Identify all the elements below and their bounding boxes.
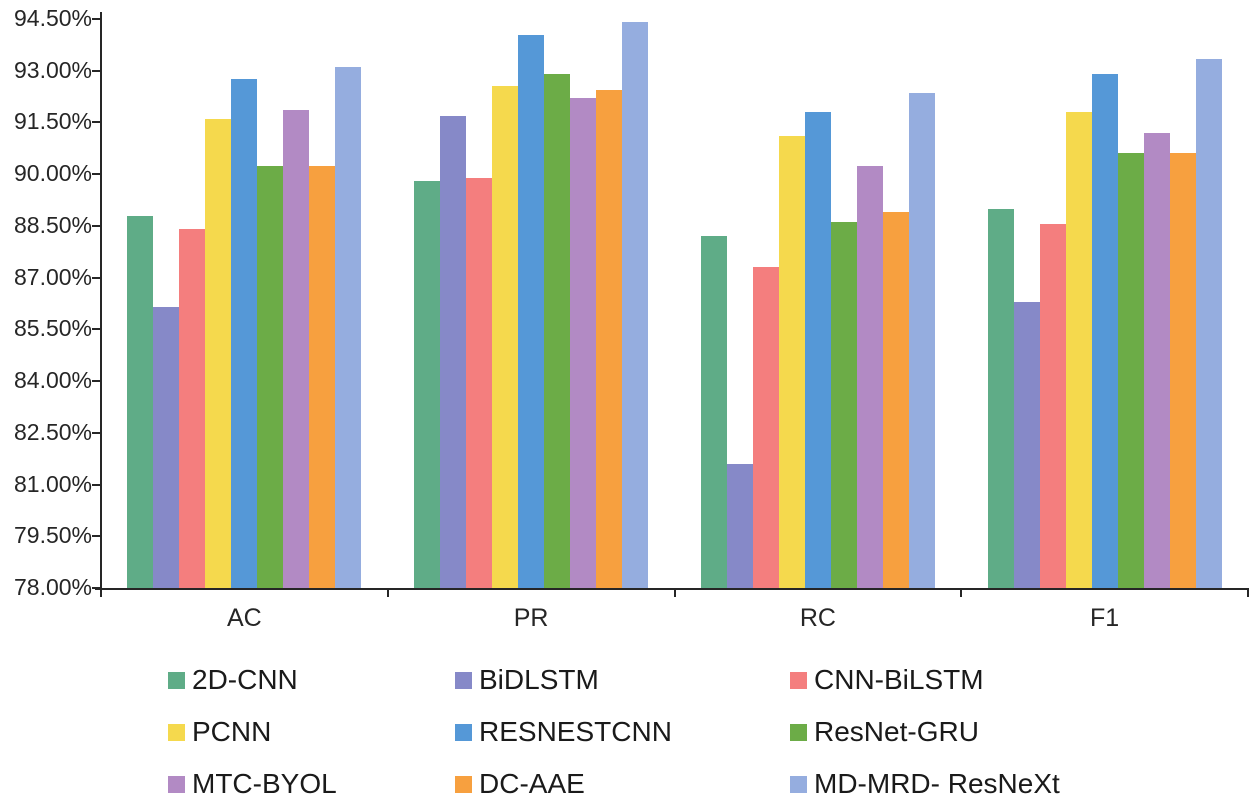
x-boundary-tick bbox=[673, 588, 676, 597]
bar-2D-CNN-AC bbox=[127, 215, 154, 588]
legend-item-2D-CNN: 2D-CNN bbox=[168, 663, 298, 697]
legend-label: RESNESTCNN bbox=[479, 716, 672, 747]
y-tick bbox=[92, 535, 101, 538]
y-tick-label: 94.50% bbox=[13, 5, 92, 31]
legend-label: BiDLSTM bbox=[479, 664, 599, 695]
y-tick-label: 91.50% bbox=[13, 108, 92, 135]
y-axis-line bbox=[100, 12, 102, 590]
legend-item-CNN-BiLSTM: CNN-BiLSTM bbox=[790, 663, 984, 697]
x-category-label: PR bbox=[513, 604, 549, 632]
bar-BiDLSTM-RC bbox=[726, 463, 753, 588]
x-boundary-tick bbox=[386, 588, 389, 597]
bar-PCNN-F1 bbox=[1065, 112, 1092, 588]
legend-swatch-icon bbox=[790, 723, 807, 741]
legend-item-BiDLSTM: BiDLSTM bbox=[455, 663, 599, 697]
x-boundary-tick bbox=[960, 588, 963, 597]
bar-MTC-BYOL-RC bbox=[856, 165, 883, 588]
bar-CNN-BiLSTM-F1 bbox=[1039, 224, 1066, 588]
y-tick-label: 79.50% bbox=[13, 522, 92, 549]
y-tick bbox=[92, 483, 101, 486]
bar-BiDLSTM-PR bbox=[440, 115, 467, 588]
legend-swatch-icon bbox=[168, 723, 185, 741]
y-tick-label: 90.00% bbox=[13, 160, 92, 187]
x-category-label: F1 bbox=[1090, 604, 1120, 632]
legend-item-PCNN: PCNN bbox=[168, 715, 271, 749]
legend-swatch-icon bbox=[168, 775, 185, 793]
y-tick-label: 81.00% bbox=[13, 470, 92, 497]
legend-item-MD-MRD-ResNeXt: MD-MRD- ResNeXt bbox=[790, 767, 1060, 801]
y-tick-label: 82.50% bbox=[13, 418, 92, 445]
bar-MD-MRD-ResNeXt-AC bbox=[335, 67, 362, 588]
legend-item-MTC-BYOL: MTC-BYOL bbox=[168, 767, 337, 801]
bar-MTC-BYOL-PR bbox=[570, 98, 597, 588]
bar-PCNN-RC bbox=[778, 136, 805, 588]
bar-MTC-BYOL-AC bbox=[283, 110, 310, 588]
y-tick bbox=[92, 276, 101, 279]
bar-MTC-BYOL-F1 bbox=[1143, 132, 1170, 588]
bar-RESNESTCNN-PR bbox=[518, 34, 545, 588]
bar-DC-AAE-RC bbox=[882, 212, 909, 588]
legend-label: MD-MRD- ResNeXt bbox=[814, 768, 1060, 799]
x-category-label: AC bbox=[227, 604, 262, 632]
y-tick-label: 85.50% bbox=[13, 315, 92, 342]
bar-MD-MRD-ResNeXt-RC bbox=[908, 93, 935, 588]
legend-item-DC-AAE: DC-AAE bbox=[455, 767, 585, 801]
legend-swatch-icon bbox=[455, 723, 472, 741]
legend-label: DC-AAE bbox=[479, 768, 585, 799]
bar-RESNESTCNN-RC bbox=[804, 112, 831, 588]
bar-MD-MRD-ResNeXt-F1 bbox=[1195, 58, 1222, 588]
y-tick bbox=[92, 380, 101, 383]
legend-label: MTC-BYOL bbox=[192, 768, 337, 799]
bar-PCNN-AC bbox=[205, 119, 232, 588]
y-tick bbox=[92, 173, 101, 176]
bar-RESNESTCNN-AC bbox=[231, 79, 258, 588]
legend-label: CNN-BiLSTM bbox=[814, 664, 984, 695]
legend-swatch-icon bbox=[455, 775, 472, 793]
bar-PCNN-PR bbox=[492, 86, 519, 588]
legend-label: PCNN bbox=[192, 716, 272, 747]
y-tick bbox=[92, 121, 101, 124]
y-tick bbox=[92, 587, 101, 589]
y-tick-label: 87.00% bbox=[13, 263, 92, 290]
legend-item-ResNet-GRU: ResNet-GRU bbox=[790, 715, 979, 749]
x-boundary-tick bbox=[100, 588, 102, 597]
bar-RESNESTCNN-F1 bbox=[1091, 74, 1118, 588]
y-tick-label: 78.00% bbox=[13, 574, 92, 600]
legend-label: ResNet-GRU bbox=[814, 716, 979, 747]
legend-swatch-icon bbox=[790, 775, 807, 793]
bar-DC-AAE-AC bbox=[309, 165, 336, 588]
bar-ResNet-GRU-RC bbox=[830, 222, 857, 588]
x-boundary-tick bbox=[1247, 588, 1249, 597]
y-tick bbox=[92, 328, 101, 331]
bar-DC-AAE-PR bbox=[596, 89, 623, 588]
bar-MD-MRD-ResNeXt-PR bbox=[622, 22, 649, 588]
bar-2D-CNN-F1 bbox=[987, 208, 1014, 588]
y-tick-label: 93.00% bbox=[13, 56, 92, 83]
legend-swatch-icon bbox=[168, 671, 185, 689]
bar-DC-AAE-F1 bbox=[1169, 153, 1196, 588]
bar-ResNet-GRU-F1 bbox=[1117, 153, 1144, 588]
y-tick bbox=[92, 18, 101, 20]
bar-CNN-BiLSTM-RC bbox=[752, 267, 779, 588]
x-category-label: RC bbox=[799, 604, 836, 632]
y-tick bbox=[92, 69, 101, 72]
legend-swatch-icon bbox=[790, 671, 807, 689]
bar-2D-CNN-PR bbox=[414, 181, 441, 588]
y-tick bbox=[92, 431, 101, 434]
legend-item-RESNESTCNN: RESNESTCNN bbox=[455, 715, 672, 749]
bar-ResNet-GRU-AC bbox=[257, 165, 284, 588]
x-axis-line bbox=[95, 588, 1248, 590]
y-tick bbox=[92, 224, 101, 227]
y-tick-label: 84.00% bbox=[13, 367, 92, 394]
legend-label: 2D-CNN bbox=[192, 664, 298, 695]
y-tick-label: 88.50% bbox=[13, 211, 92, 238]
bar-2D-CNN-RC bbox=[700, 236, 727, 588]
bar-BiDLSTM-F1 bbox=[1013, 301, 1040, 588]
legend-swatch-icon bbox=[455, 671, 472, 689]
bar-CNN-BiLSTM-AC bbox=[179, 229, 206, 588]
bar-BiDLSTM-AC bbox=[153, 306, 180, 588]
bar-CNN-BiLSTM-PR bbox=[466, 177, 493, 588]
bar-ResNet-GRU-PR bbox=[544, 74, 571, 588]
